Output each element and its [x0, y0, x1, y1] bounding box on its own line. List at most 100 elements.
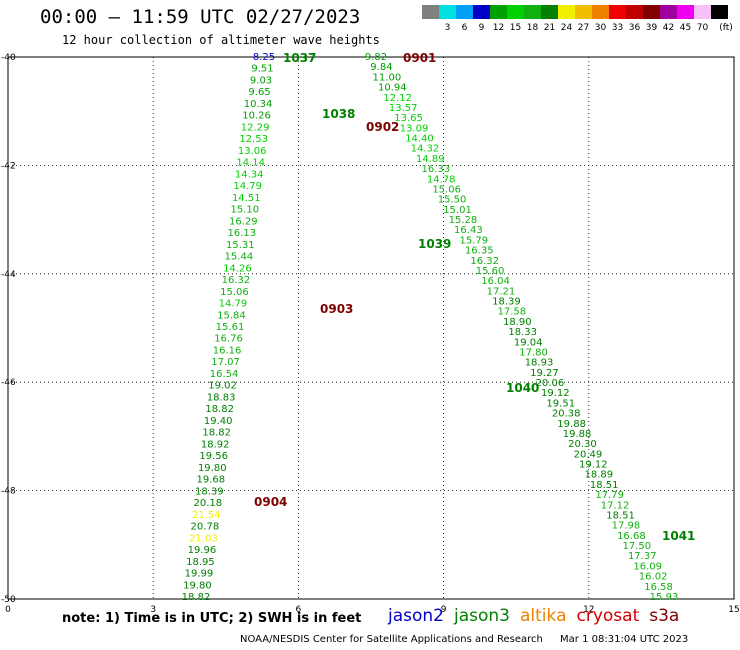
legend-label: 18 [526, 23, 539, 33]
track-a-value: 18.82 [205, 404, 234, 415]
track-b-value: 16.35 [465, 246, 494, 257]
pass-labels: 1037 0901 1038 0902 1039 0903 1040 0904 1041 [254, 51, 695, 543]
x-tick-label: 15 [728, 605, 739, 615]
track-a-value: 15.31 [226, 240, 255, 251]
legend-swatch [694, 5, 711, 19]
track-a-value: 18.92 [201, 439, 230, 450]
satellite-s3a: s3a [649, 606, 680, 626]
pass-label: 1038 [322, 107, 355, 121]
y-tick-label: -42 [1, 161, 16, 171]
legend-label: 33 [611, 23, 624, 33]
track-a-value: 16.13 [228, 228, 257, 239]
track-a-value: 18.95 [186, 557, 215, 568]
y-tick-label: -44 [1, 270, 16, 280]
track-a-value: 20.78 [191, 522, 220, 533]
track-b-value: 18.51 [606, 510, 635, 521]
track-b-value: 17.37 [628, 551, 657, 562]
map-grid [8, 57, 734, 599]
track-b-value: 16.43 [454, 225, 483, 236]
legend-swatch [609, 5, 626, 19]
track-b-value: 17.12 [601, 500, 630, 511]
track-a-value: 10.26 [242, 111, 271, 122]
track-a-value: 14.79 [233, 181, 262, 192]
track-b-value: 14.32 [411, 144, 440, 155]
track-a-value: 19.80 [183, 580, 212, 591]
legend-swatch [575, 5, 592, 19]
footer: NOAA/NESDIS Center for Satellite Applica… [240, 634, 688, 645]
track-a-value: 18.39 [195, 486, 224, 497]
legend-label: 15 [509, 23, 522, 33]
track-b-value: 15.50 [438, 195, 467, 206]
track-a-value: 13.06 [238, 146, 267, 157]
track-b-value: 20.38 [552, 409, 581, 420]
track-a-value: 16.29 [229, 216, 258, 227]
track-b-value: 13.57 [389, 103, 418, 114]
x-tick-label: 6 [296, 605, 302, 615]
track-b-value: 15.28 [449, 215, 478, 226]
legend-swatch [490, 5, 507, 19]
legend-label: 3 [444, 23, 451, 33]
track-b-value: 16.33 [421, 164, 450, 175]
legend-swatch [592, 5, 609, 19]
legend-label: 36 [628, 23, 641, 33]
track-a-value: 9.03 [250, 75, 272, 86]
pass-label: 0902 [366, 120, 399, 134]
track-a-value: 19.96 [188, 545, 217, 556]
track-b-value: 15.79 [459, 235, 488, 246]
legend-label: 27 [577, 23, 590, 33]
track-b-value: 19.88 [557, 419, 586, 430]
legend-label: 42 [662, 23, 675, 33]
satellite-jason3: jason3 [454, 606, 510, 626]
track-b-value: 19.88 [563, 429, 592, 440]
track-a-value: 10.34 [244, 99, 273, 110]
legend-swatch [473, 5, 490, 19]
track-b-value: 17.50 [623, 541, 652, 552]
legend-label: 12 [492, 23, 505, 33]
legend-swatch [439, 5, 456, 19]
footer-credit: NOAA/NESDIS Center for Satellite Applica… [240, 634, 543, 645]
track-a-value: 8.25 [253, 52, 275, 63]
legend-swatch [456, 5, 473, 19]
track-b-value: 18.90 [503, 317, 532, 328]
note-text: note: 1) Time is in UTC; 2) SWH is in fe… [62, 611, 362, 626]
legend-label: 39 [645, 23, 658, 33]
track-a-value: 16.32 [222, 275, 251, 286]
track-b-value: 15.06 [432, 184, 461, 195]
track-b-value: 9.82 [365, 52, 387, 63]
track-a-value: 15.84 [217, 310, 246, 321]
track-a-value: 9.65 [248, 87, 270, 98]
track-a-value: 18.82 [202, 428, 231, 439]
legend-swatch [524, 5, 541, 19]
track-b-value: 18.89 [584, 470, 613, 481]
track-b-value: 15.01 [443, 205, 472, 216]
track-b-value: 16.68 [617, 531, 646, 542]
track-b-value: 14.40 [405, 134, 434, 145]
track-b-value: 20.30 [568, 439, 597, 450]
legend-label: 45 [679, 23, 692, 33]
track-a-value: 19.99 [185, 569, 214, 580]
track-b-value: 13.09 [400, 123, 429, 134]
track-a-value: 19.68 [196, 475, 225, 486]
legend-label: 6 [461, 23, 468, 33]
track-b-value: 15.93 [650, 592, 679, 603]
legend-label: 70 [696, 23, 709, 33]
y-tick-label: -40 [1, 53, 16, 63]
legend-swatch [677, 5, 694, 19]
track-a-value: 21.03 [189, 533, 218, 544]
track-b-value: 9.84 [370, 62, 392, 73]
legend-swatch [711, 5, 728, 19]
track-a-value: 15.06 [220, 287, 249, 298]
track-b-value: 16.58 [644, 582, 673, 593]
track-b-value: 18.39 [492, 297, 521, 308]
track-b-value: 14.78 [427, 174, 456, 185]
y-tick-label: -46 [1, 378, 16, 388]
track-a-value: 12.29 [241, 122, 270, 133]
satellite-cryosat: cryosat [576, 606, 640, 626]
track-b-value: 17.58 [498, 307, 527, 318]
track-b-value: 16.09 [633, 561, 662, 572]
track-a-value: 14.79 [219, 299, 248, 310]
satellite-jason2: jason2 [388, 606, 444, 626]
track-a-value: 19.56 [199, 451, 228, 462]
track-b-value: 12.12 [383, 93, 412, 104]
